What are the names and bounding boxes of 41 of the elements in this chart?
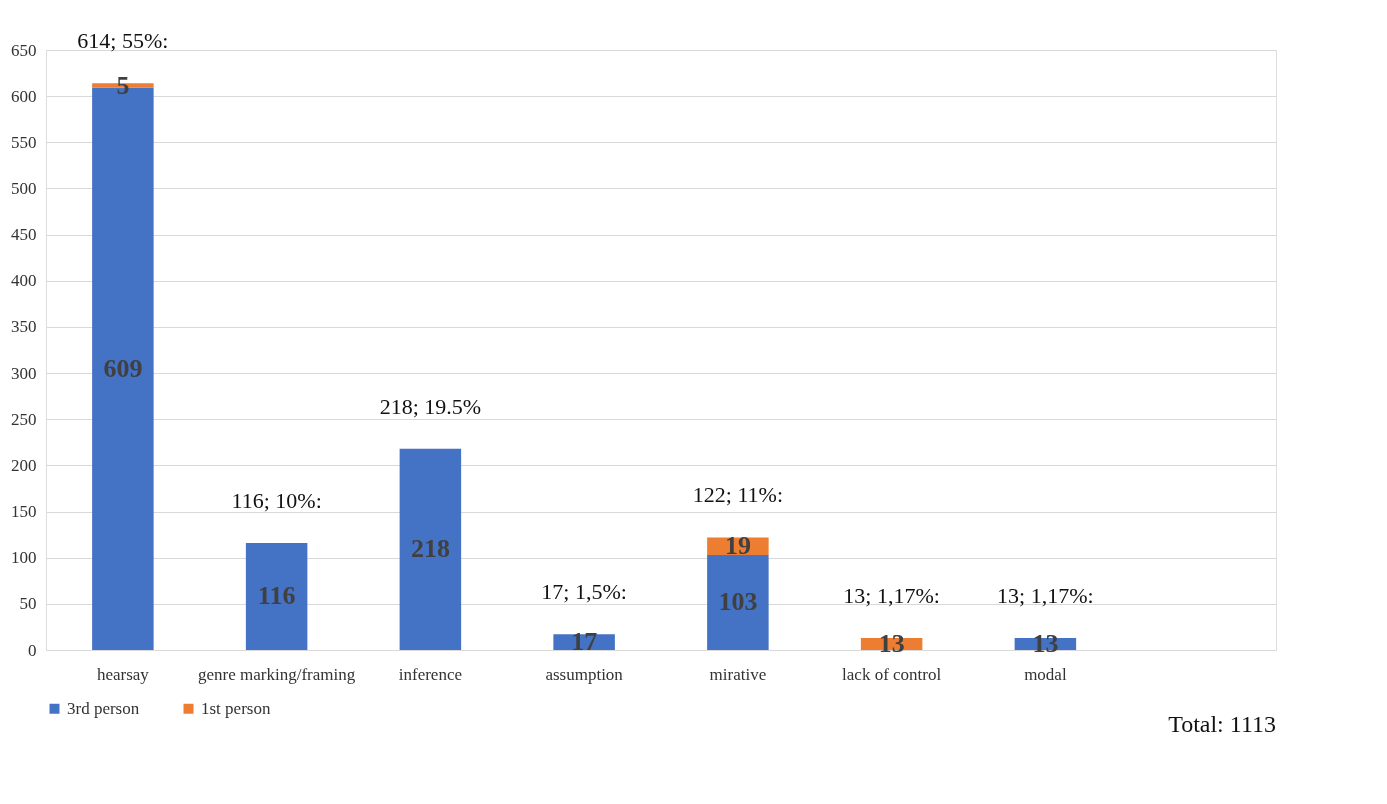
y-tick-label: 350	[11, 317, 37, 337]
total-label: 116; 10%:	[231, 487, 322, 513]
legend-label: 1st person	[201, 698, 271, 718]
total-label: 614; 55%:	[77, 28, 169, 54]
data-label: 5	[116, 70, 130, 100]
text: Total: 1113	[1168, 711, 1276, 737]
y-tick-label: 600	[11, 86, 37, 106]
y-tick-label: 150	[11, 502, 37, 522]
total-label: 218; 19.5%	[379, 393, 482, 419]
x-tick-label: modal	[1024, 664, 1067, 684]
y-tick-label: 550	[11, 132, 37, 152]
total-label: 17; 1,5%:	[541, 579, 627, 605]
x-tick-label: mirative	[709, 664, 767, 684]
bar	[245, 542, 308, 650]
y-tick-label: 450	[11, 225, 37, 245]
legend-label: 3rd person	[67, 698, 140, 718]
total-label: 122; 11%:	[692, 482, 783, 508]
data-label: 218	[410, 534, 450, 564]
y-tick-label: 650	[11, 40, 37, 60]
data-label: 116	[257, 581, 296, 611]
x-tick-label: inference	[398, 664, 462, 684]
data-label: 19	[724, 531, 751, 561]
y-tick-label: 200	[11, 455, 37, 475]
y-tick-label: 250	[11, 409, 37, 429]
x-tick-label: genre marking/framing	[198, 664, 356, 684]
total-label: 13; 1,17%:	[997, 583, 1094, 608]
data-label: 17	[571, 627, 598, 657]
data-label: 103	[718, 587, 758, 617]
total-label: 13; 1,17%:	[843, 583, 940, 608]
y-tick-label: 100	[11, 548, 37, 568]
y-tick-label: 0	[28, 640, 37, 660]
y-tick-label: 400	[11, 271, 37, 291]
x-tick-label: assumption	[545, 664, 624, 684]
bar	[399, 448, 462, 650]
y-tick-label: 50	[19, 594, 37, 614]
x-tick-label: hearsay	[96, 664, 150, 684]
y-tick-label: 500	[11, 178, 37, 198]
data-label: 609	[103, 353, 143, 383]
y-tick-label: 300	[11, 363, 37, 383]
x-tick-label: lack of control	[842, 664, 942, 684]
bar	[707, 554, 769, 650]
